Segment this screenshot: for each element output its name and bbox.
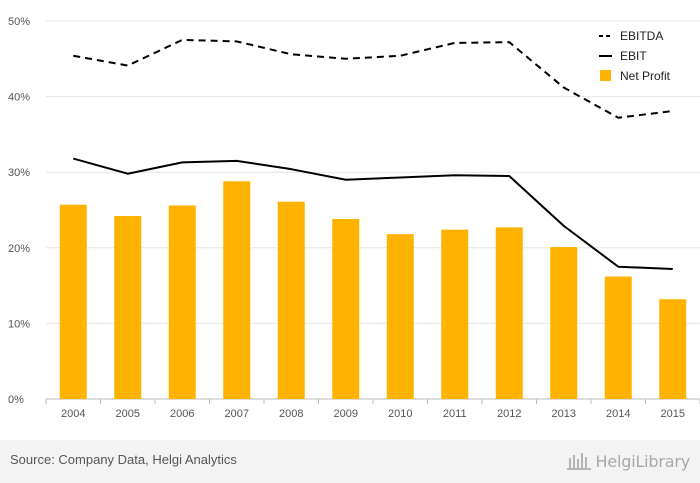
x-tick-label: 2014 <box>606 408 630 420</box>
chart-area: 0% 10% 20% 30% 40% 50% 2004 2005 2006 2007 2008 20… <box>8 16 700 420</box>
net-profit-bars <box>59 181 687 399</box>
net-profit-bar <box>550 247 578 399</box>
legend-label-net-profit: Net Profit <box>620 69 671 83</box>
x-tick-label: 2013 <box>552 408 576 420</box>
x-tick-label: 2012 <box>497 408 521 420</box>
net-profit-bar <box>59 204 87 399</box>
x-tick-label: 2015 <box>661 408 685 420</box>
net-profit-bar <box>495 227 523 399</box>
footer: Source: Company Data, Helgi Analytics He… <box>0 440 700 483</box>
y-tick-label: 30% <box>8 167 30 179</box>
y-tick-label: 10% <box>8 318 30 330</box>
brand-name: HelgiLibrary <box>595 451 691 471</box>
y-tick-label: 0% <box>8 394 24 406</box>
legend-swatch-net-profit <box>600 70 611 81</box>
ebit-line <box>72 157 673 270</box>
x-tick-label: 2004 <box>61 408 85 420</box>
net-profit-bar <box>604 276 632 399</box>
net-profit-bar <box>277 201 305 399</box>
y-axis-ticks: 0% 10% 20% 30% 40% 50% <box>8 16 30 406</box>
source-note: Source: Company Data, Helgi Analytics <box>10 452 237 467</box>
net-profit-bar <box>223 181 251 399</box>
x-tick-label: 2006 <box>170 408 194 420</box>
y-tick-label: 50% <box>8 16 30 28</box>
chart: 0%10%20%30%40%50% 2004 2005 2006 2007 2008 20… <box>8 16 700 420</box>
y-tick-label: 40% <box>8 92 30 104</box>
y-tick-label: 20% <box>8 243 30 255</box>
line-series <box>72 38 673 270</box>
net-profit-bar <box>114 216 142 399</box>
brand-logo[interactable]: HelgiLibrary <box>566 448 690 474</box>
legend-label-ebitda: EBITDA <box>620 29 663 43</box>
x-tick-label: 2008 <box>279 408 303 420</box>
x-tick-label: 2010 <box>388 408 412 420</box>
net-profit-bar <box>441 229 469 399</box>
legend-label-ebit: EBIT <box>620 49 647 63</box>
x-tick-label: 2009 <box>334 408 358 420</box>
legend: EBITDA EBIT Net Profit <box>599 29 671 83</box>
x-tick-label: 2007 <box>225 408 249 420</box>
x-tick-label: 2005 <box>116 408 140 420</box>
x-axis-ticks: 2004 2005 2006 2007 2008 2009 2010 2011 2012 2013… <box>45 399 700 420</box>
net-profit-bar <box>386 234 414 399</box>
ebitda-line <box>73 38 673 119</box>
x-tick-label: 2011 <box>443 408 467 420</box>
library-icon <box>566 453 591 470</box>
net-profit-bar <box>332 219 360 399</box>
net-profit-bar <box>168 205 196 399</box>
net-profit-bar <box>659 299 687 399</box>
